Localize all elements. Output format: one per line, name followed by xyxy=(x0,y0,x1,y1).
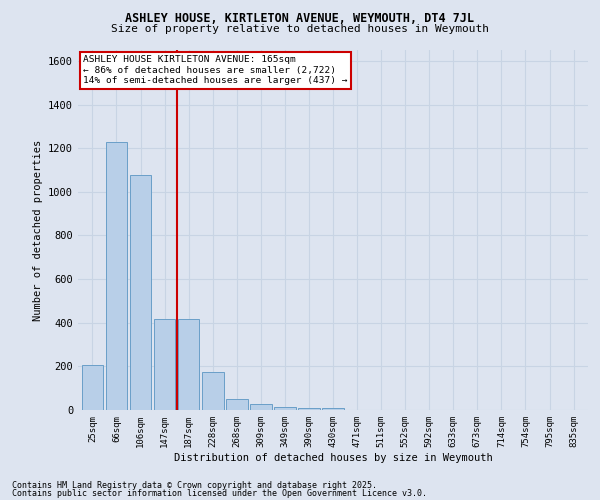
Bar xyxy=(130,176,151,410)
Bar xyxy=(250,404,272,410)
Text: Contains HM Land Registry data © Crown copyright and database right 2025.: Contains HM Land Registry data © Crown c… xyxy=(12,480,377,490)
Bar xyxy=(274,406,296,410)
Text: Contains public sector information licensed under the Open Government Licence v3: Contains public sector information licen… xyxy=(12,489,427,498)
Bar xyxy=(226,399,248,410)
Bar xyxy=(154,320,175,410)
Bar xyxy=(202,372,224,410)
Text: Size of property relative to detached houses in Weymouth: Size of property relative to detached ho… xyxy=(111,24,489,34)
Bar xyxy=(322,408,344,410)
Text: ASHLEY HOUSE, KIRTLETON AVENUE, WEYMOUTH, DT4 7JL: ASHLEY HOUSE, KIRTLETON AVENUE, WEYMOUTH… xyxy=(125,12,475,26)
Bar xyxy=(106,142,127,410)
X-axis label: Distribution of detached houses by size in Weymouth: Distribution of detached houses by size … xyxy=(173,452,493,462)
Y-axis label: Number of detached properties: Number of detached properties xyxy=(32,140,43,320)
Text: ASHLEY HOUSE KIRTLETON AVENUE: 165sqm
← 86% of detached houses are smaller (2,72: ASHLEY HOUSE KIRTLETON AVENUE: 165sqm ← … xyxy=(83,56,347,85)
Bar xyxy=(178,320,199,410)
Bar xyxy=(82,366,103,410)
Bar xyxy=(298,408,320,410)
